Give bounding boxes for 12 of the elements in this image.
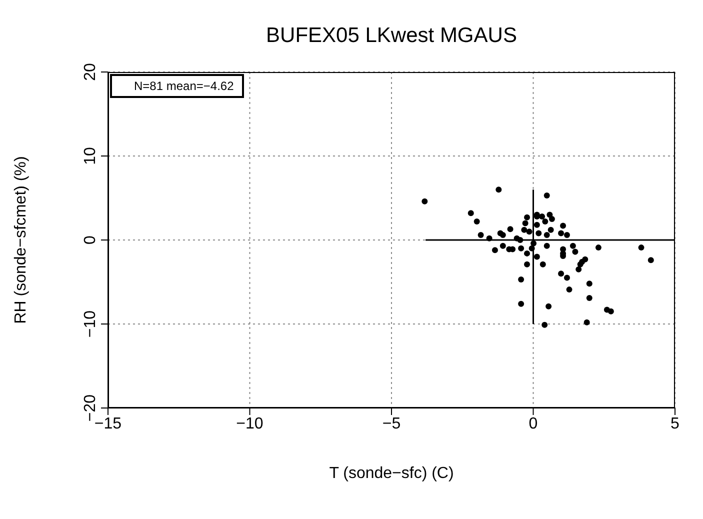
y-tick-label: 0 [82,235,99,244]
x-tick-label: 0 [528,415,538,432]
x-tick-label: −10 [236,415,264,432]
x-tick-label: 5 [670,415,680,432]
y-tick-label: 10 [82,147,99,165]
y-axis-title: RH (sonde−sfcmet) (%) [12,156,30,324]
chart-title: BUFEX05 LKwest MGAUS [265,24,518,48]
x-axis-title: T (sonde−sfc) (C) [329,465,454,482]
y-tick-label: −10 [82,310,99,338]
y-tick-label: 20 [82,63,99,81]
x-tick-label: −5 [382,415,401,432]
annotation: N=81 mean=−4.62 [110,74,244,98]
